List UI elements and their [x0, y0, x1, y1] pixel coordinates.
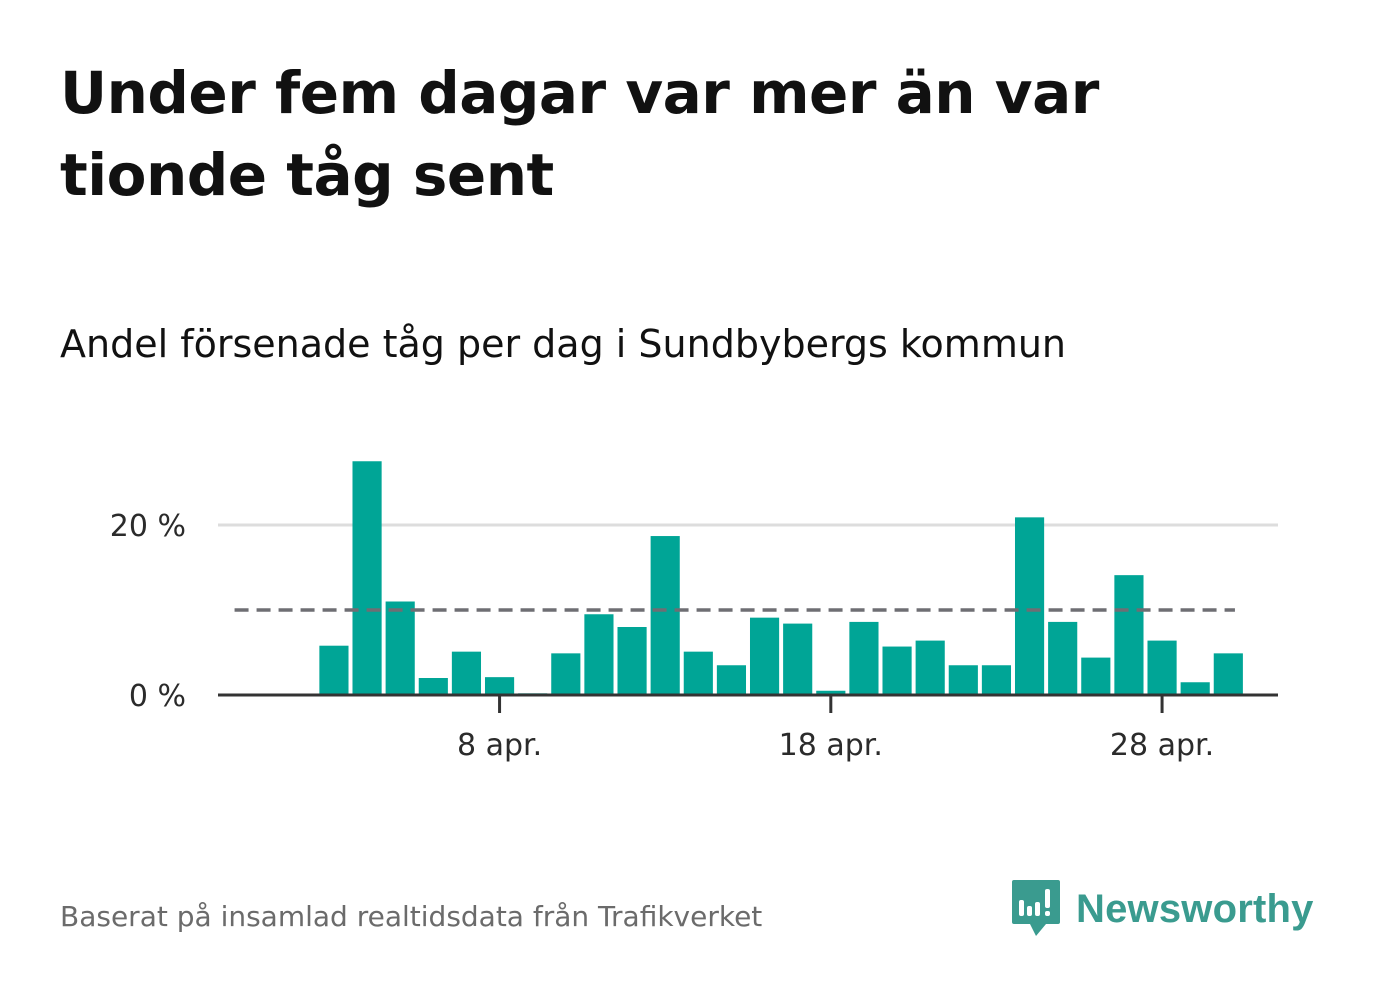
- bar: [1180, 682, 1210, 695]
- y-tick-label: 20 %: [110, 509, 186, 544]
- x-tick-label: 28 apr.: [1110, 728, 1214, 763]
- bar: [385, 601, 415, 695]
- bar: [1114, 575, 1144, 695]
- bar: [319, 645, 349, 695]
- x-tick-label: 18 apr.: [779, 728, 883, 763]
- bar: [451, 651, 482, 695]
- bar: [1081, 657, 1111, 695]
- brand-name: Newsworthy: [1076, 886, 1314, 931]
- bar: [683, 651, 713, 695]
- bar: [1048, 621, 1078, 695]
- bar: [915, 640, 945, 695]
- bar: [617, 627, 647, 695]
- bar: [882, 646, 912, 695]
- bar: [816, 690, 846, 695]
- bar: [1147, 640, 1177, 695]
- chart-subtitle: Andel försenade tåg per dag i Sundbyberg…: [60, 322, 1066, 366]
- bar: [551, 653, 581, 695]
- bar: [981, 665, 1012, 695]
- bar: [1014, 517, 1045, 695]
- bar: [948, 665, 978, 695]
- bar: [716, 665, 747, 695]
- bar: [584, 614, 614, 695]
- bar: [783, 623, 813, 695]
- chart-title: Under fem dagar var mer än var tionde tå…: [60, 59, 1099, 209]
- source-note: Baserat på insamlad realtidsdata från Tr…: [60, 900, 763, 933]
- bar: [749, 617, 780, 695]
- x-tick-label: 8 apr.: [457, 728, 542, 763]
- bar: [1213, 653, 1243, 695]
- bar: [484, 677, 515, 695]
- bar: [650, 536, 680, 695]
- bar: [352, 461, 382, 695]
- y-tick-label: 0 %: [129, 679, 186, 714]
- newsworthy-logo: Newsworthy: [1010, 878, 1314, 940]
- bar: [418, 678, 448, 695]
- newsworthy-logo-icon: [1012, 880, 1060, 936]
- bar: [849, 621, 879, 695]
